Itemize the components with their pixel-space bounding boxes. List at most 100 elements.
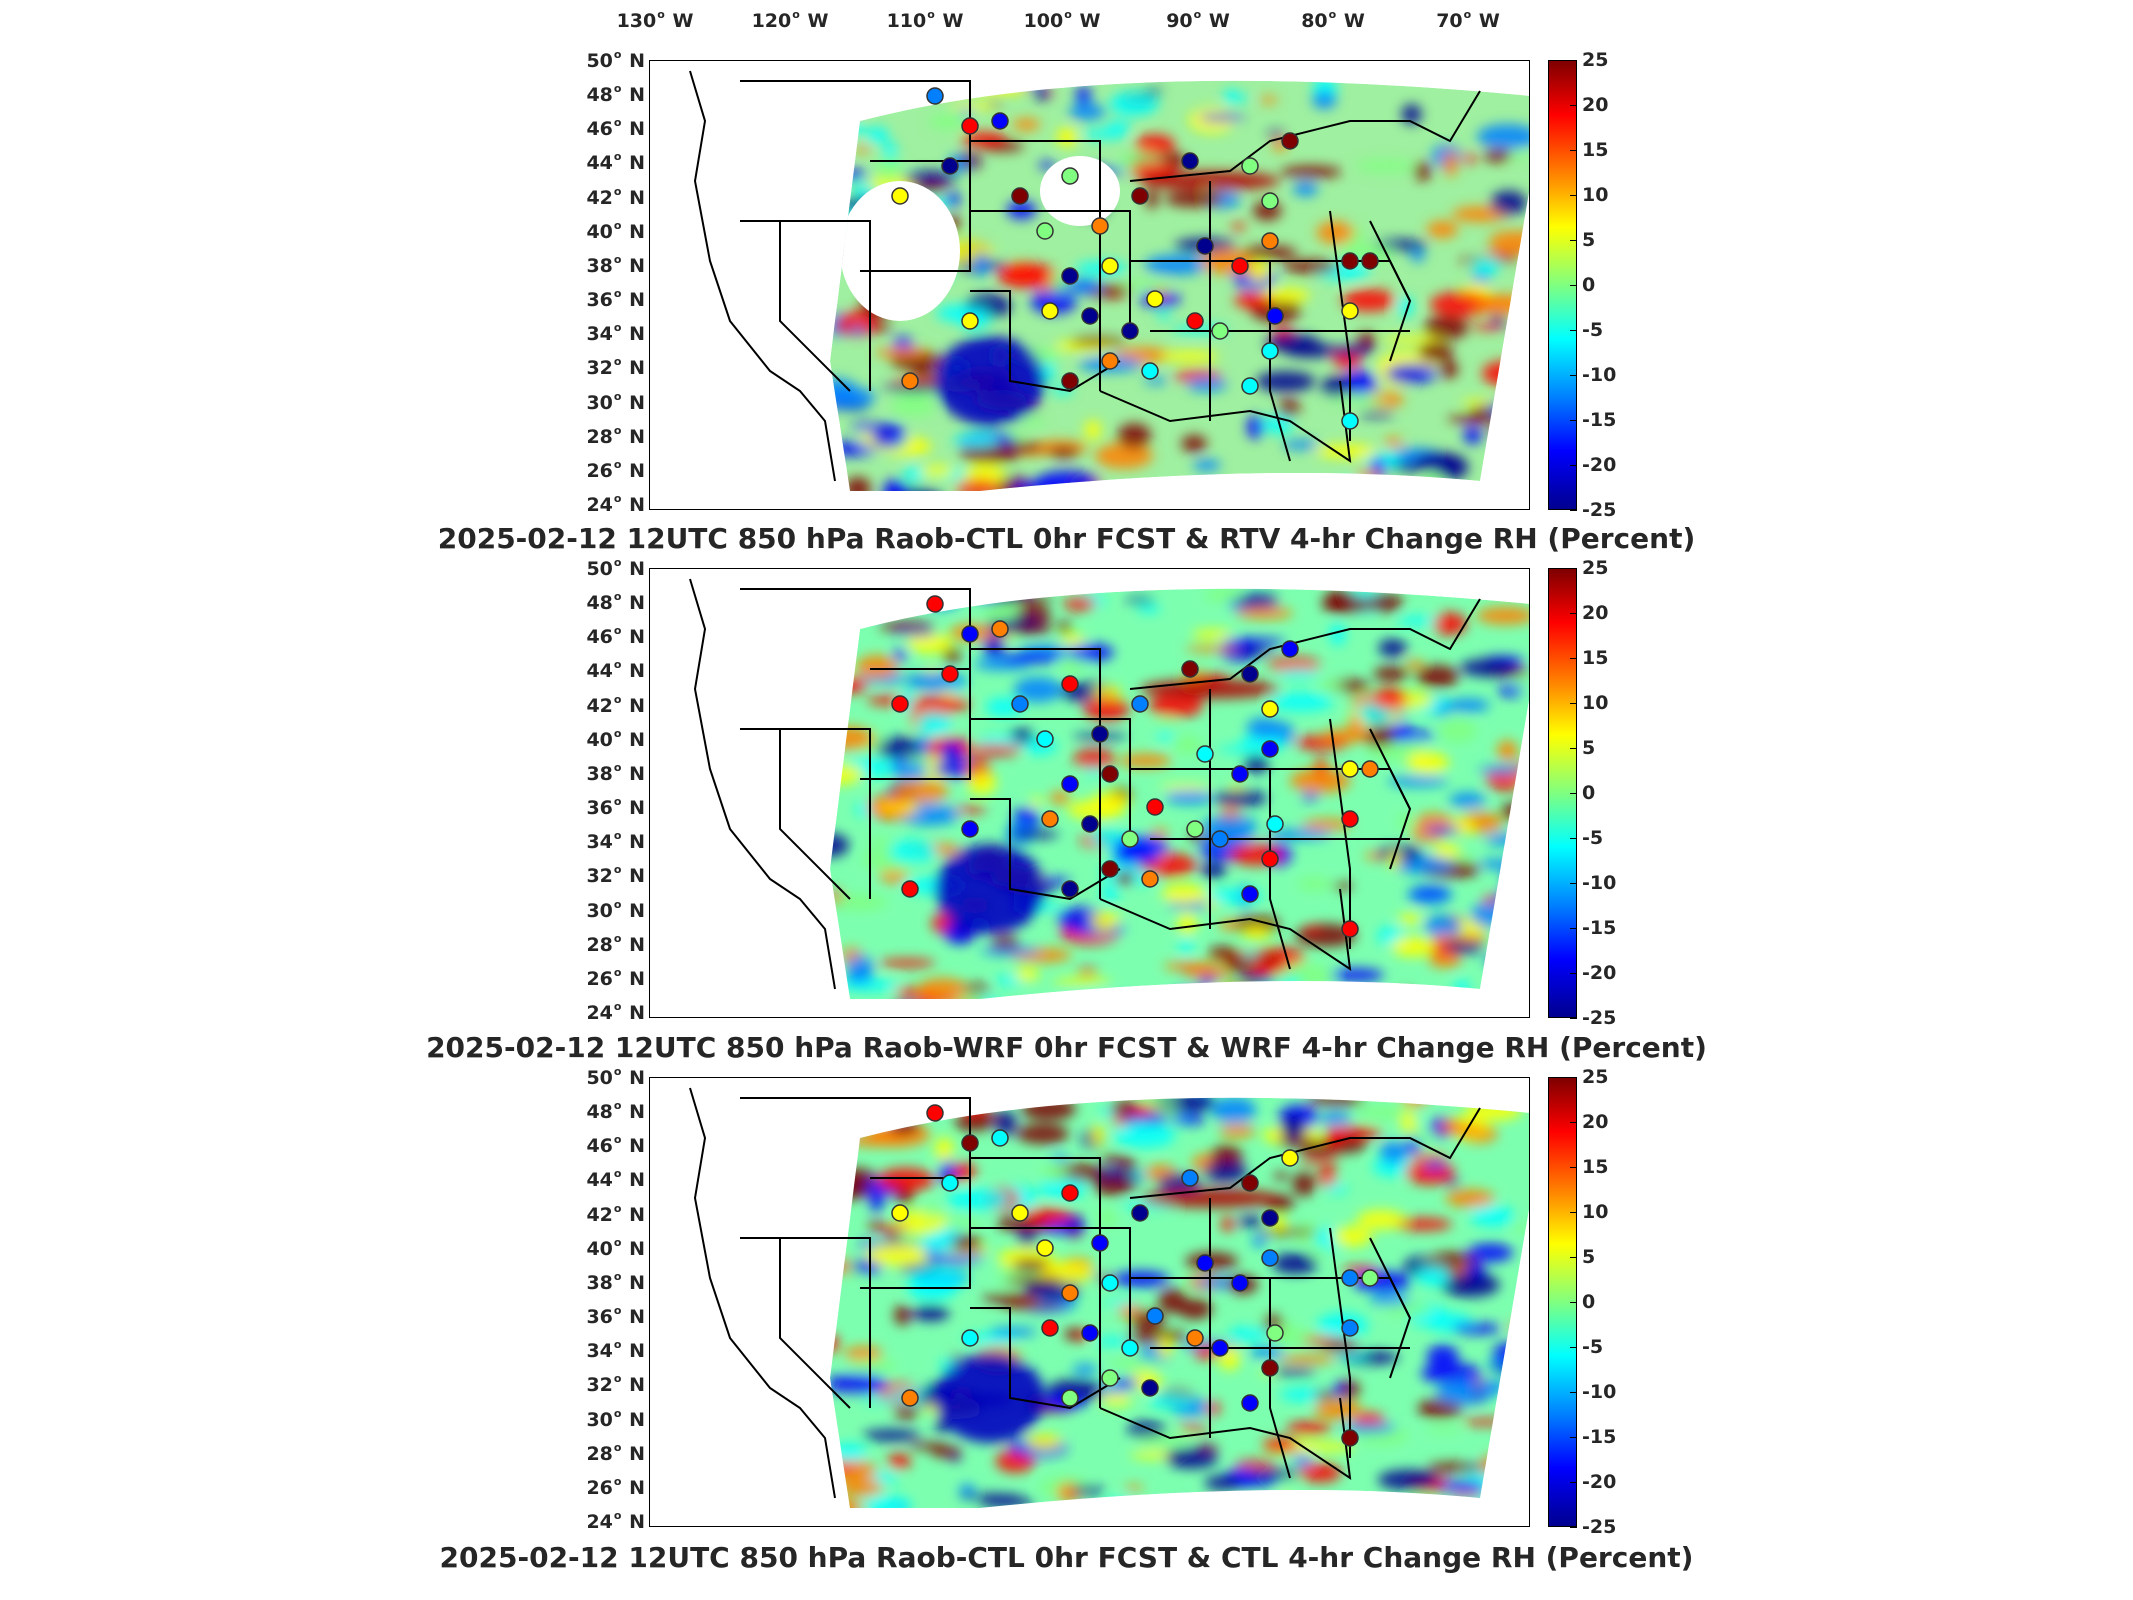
- longitude-label: 120o W: [751, 8, 829, 32]
- raob-station-marker: [941, 1174, 959, 1192]
- raob-station-marker: [961, 625, 979, 643]
- colorbar-tick-mark: [1570, 60, 1577, 61]
- raob-station-marker: [1341, 810, 1359, 828]
- colorbar-tick-label: -10: [1582, 1381, 1617, 1403]
- colorbar-tick-label: -15: [1582, 917, 1617, 939]
- colorbar-tick-label: -20: [1582, 962, 1617, 984]
- colorbar-tick-mark: [1570, 1212, 1577, 1213]
- latitude-label: 36o N: [586, 795, 645, 820]
- latitude-hemisphere: N: [629, 84, 645, 107]
- raob-station-marker: [1241, 1394, 1259, 1412]
- latitude-value: 36: [586, 797, 613, 820]
- colorbar-tick-label: 10: [1582, 692, 1609, 714]
- latitude-hemisphere: N: [629, 289, 645, 312]
- latitude-hemisphere: N: [629, 425, 645, 448]
- raob-station-marker: [1281, 132, 1299, 150]
- latitude-value: 42: [586, 694, 613, 717]
- colorbar-tick-mark: [1570, 330, 1577, 331]
- raob-station-marker: [891, 1204, 909, 1222]
- raob-station-marker: [926, 1104, 944, 1122]
- latitude-label: 40o N: [586, 1235, 645, 1260]
- raob-station-marker: [991, 112, 1009, 130]
- latitude-hemisphere: N: [629, 186, 645, 209]
- latitude-value: 36: [586, 1306, 613, 1329]
- raob-station-marker: [1361, 760, 1379, 778]
- latitude-hemisphere: N: [629, 1476, 645, 1499]
- raob-station-marker: [1261, 342, 1279, 360]
- raob-station-marker: [1101, 765, 1119, 783]
- map-frame: [649, 1077, 1530, 1527]
- raob-station-marker: [1041, 810, 1059, 828]
- raob-station-marker: [1186, 820, 1204, 838]
- colorbar-tick-label: -5: [1582, 1336, 1604, 1358]
- latitude-hemisphere: N: [629, 1169, 645, 1192]
- longitude-value: 70: [1436, 10, 1463, 32]
- latitude-hemisphere: N: [629, 254, 645, 277]
- latitude-label: 42o N: [586, 184, 645, 209]
- latitude-label: 28o N: [586, 931, 645, 956]
- raob-station-marker: [1141, 870, 1159, 888]
- latitude-hemisphere: N: [629, 1237, 645, 1260]
- raob-station-marker: [1101, 1369, 1119, 1387]
- latitude-label: 36o N: [586, 287, 645, 312]
- latitude-label: 50o N: [586, 1065, 645, 1089]
- latitude-label: 28o N: [586, 1440, 645, 1465]
- raob-station-marker: [1146, 798, 1164, 816]
- raob-station-marker: [1281, 1149, 1299, 1167]
- colorbar-tick-mark: [1570, 1347, 1577, 1348]
- raob-station-marker: [1131, 187, 1149, 205]
- latitude-label: 48o N: [586, 590, 645, 615]
- state-boundaries: [689, 578, 1481, 990]
- raob-station-marker: [901, 372, 919, 390]
- raob-station-marker: [1341, 920, 1359, 938]
- latitude-value: 48: [586, 84, 613, 107]
- raob-station-marker: [1196, 745, 1214, 763]
- latitude-value: 34: [586, 1340, 613, 1363]
- raob-stations: [891, 87, 1379, 430]
- colorbar-tick-mark: [1570, 420, 1577, 421]
- raob-station-marker: [961, 312, 979, 330]
- colorbar-tick-label: 15: [1582, 647, 1609, 669]
- latitude-label: 50o N: [586, 48, 645, 72]
- latitude-value: 48: [586, 592, 613, 615]
- colorbar-tick-mark: [1570, 285, 1577, 286]
- colorbar-tick-label: -5: [1582, 827, 1604, 849]
- raob-station-marker: [1011, 1204, 1029, 1222]
- raob-station-marker: [1061, 1284, 1079, 1302]
- colorbar-tick-label: -10: [1582, 364, 1617, 386]
- latitude-hemisphere: N: [629, 220, 645, 243]
- raob-station-marker: [1266, 1324, 1284, 1342]
- colorbar-tick-mark: [1570, 883, 1577, 884]
- colorbar-tick-mark: [1570, 1527, 1577, 1528]
- latitude-label: 40o N: [586, 726, 645, 751]
- longitude-value: 120: [751, 10, 792, 32]
- raob-station-marker: [941, 157, 959, 175]
- latitude-hemisphere: N: [629, 1203, 645, 1226]
- raob-station-marker: [1281, 640, 1299, 658]
- latitude-label: 38o N: [586, 252, 645, 277]
- latitude-label: 30o N: [586, 389, 645, 414]
- raob-station-marker: [1036, 1239, 1054, 1257]
- colorbar-tick-mark: [1570, 105, 1577, 106]
- latitude-hemisphere: N: [629, 865, 645, 888]
- raob-station-marker: [926, 595, 944, 613]
- latitude-label: 46o N: [586, 1133, 645, 1158]
- latitude-label: 24o N: [586, 1000, 645, 1024]
- colorbar-tick-mark: [1570, 928, 1577, 929]
- latitude-hemisphere: N: [629, 626, 645, 649]
- latitude-hemisphere: N: [629, 152, 645, 175]
- latitude-label: 44o N: [586, 1167, 645, 1192]
- raob-station-marker: [1181, 152, 1199, 170]
- colorbar-tick-label: 5: [1582, 737, 1596, 759]
- latitude-value: 24: [586, 494, 613, 516]
- raob-station-marker: [1341, 1429, 1359, 1447]
- latitude-hemisphere: N: [629, 1135, 645, 1158]
- latitude-hemisphere: N: [629, 459, 645, 482]
- colorbar-tick-mark: [1570, 793, 1577, 794]
- latitude-hemisphere: N: [629, 660, 645, 683]
- raob-station-marker: [961, 1134, 979, 1152]
- latitude-hemisphere: N: [629, 118, 645, 141]
- raob-station-marker: [1261, 850, 1279, 868]
- latitude-value: 46: [586, 118, 613, 141]
- colorbar-tick-label: 20: [1582, 1111, 1609, 1133]
